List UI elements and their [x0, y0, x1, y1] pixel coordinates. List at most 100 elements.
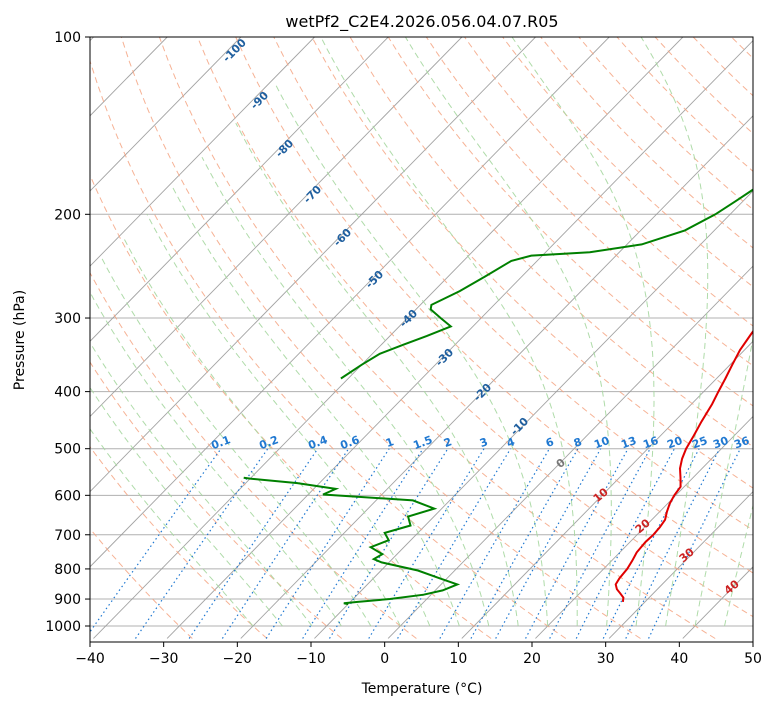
- mixing-ratio-label: 0.1: [209, 433, 232, 452]
- y-tick-label: 700: [54, 528, 81, 544]
- mixing-ratio-line: [188, 448, 319, 639]
- dry-adiabat-line: [770, 37, 775, 639]
- axes: −40 −30 −20 −10 0 10 20 30 40 5010020030040050060…: [45, 30, 762, 667]
- mixing-ratio-label: 30: [711, 434, 730, 452]
- x-tick-label: 20: [523, 651, 541, 667]
- y-axis-label: Pressure (hPa): [12, 290, 28, 390]
- moist-adiabat-line: [201, 156, 490, 627]
- mixing-ratio-label: 1.5: [411, 433, 434, 452]
- dry-adiabat-line: [311, 37, 753, 489]
- moist-adiabat-line: [235, 122, 519, 627]
- isotherm-line: [461, 340, 753, 639]
- isotherm-line: [166, 39, 753, 639]
- mixing-ratio-label: 36: [732, 434, 751, 452]
- dry-adiabat-line: [90, 445, 268, 639]
- dewpoint-profile-upper: [340, 188, 753, 380]
- mixing-ratio-line: [221, 448, 350, 639]
- y-tick-label: 900: [54, 592, 81, 608]
- plot-frame: [89, 36, 754, 643]
- moist-adiabat-line: [146, 214, 431, 627]
- y-tick-label: 500: [54, 442, 81, 458]
- y-tick-label: 300: [54, 311, 81, 327]
- y-tick-label: 600: [54, 488, 81, 504]
- dry-adiabat-line: [120, 37, 641, 639]
- dry-adiabat-line: [197, 37, 753, 618]
- moist-adiabat-line: [320, 37, 578, 627]
- background-lines: [90, 37, 775, 639]
- dry-adiabat-line: [235, 37, 753, 574]
- profile-lines: [243, 188, 753, 606]
- moist-adiabat-line: [511, 37, 655, 627]
- moist-adiabat-line: [274, 83, 549, 627]
- mixing-ratio-label: 4: [505, 435, 517, 450]
- dry-adiabat-line: [90, 59, 567, 639]
- x-tick-label: 40: [670, 651, 688, 667]
- mixing-ratio-line: [368, 448, 485, 639]
- moist-adiabat-line: [123, 238, 401, 627]
- moist-adiabat-line: [90, 341, 313, 627]
- x-tick-label: 0: [380, 651, 389, 667]
- isotherm-line: [90, 37, 242, 192]
- y-tick-label: 200: [54, 207, 81, 223]
- dewpoint-profile-lower: [243, 476, 461, 606]
- moist-adiabat-line: [694, 335, 753, 627]
- dry-adiabat-line: [387, 37, 753, 407]
- dry-adiabat-line: [273, 37, 753, 531]
- mixing-ratio-line: [90, 448, 222, 633]
- isotherm-line: [93, 37, 684, 639]
- mixing-ratio-line: [265, 448, 390, 639]
- isotherm-line: [90, 37, 315, 267]
- moist-adiabat-line: [724, 503, 753, 627]
- mixing-ratio-label: 1: [384, 435, 396, 450]
- temperature-profile: [614, 329, 753, 603]
- mixing-ratio-line: [602, 448, 700, 639]
- isotherm-line: [535, 415, 753, 639]
- moist-adiabat-line: [90, 291, 342, 627]
- mixing-ratio-label: 3: [478, 435, 490, 450]
- isotherm-line: [608, 491, 753, 639]
- x-axis-label: Temperature (°C): [361, 681, 483, 697]
- mixing-ratio-line: [135, 448, 269, 639]
- moist-adiabat-line: [90, 386, 283, 627]
- isotherm-line: [387, 265, 753, 639]
- mixing-ratio-line: [625, 448, 721, 639]
- chart-title: wetPf2_C2E4.2026.056.04.07.R05: [285, 12, 558, 32]
- isotherm-line: [90, 37, 536, 493]
- dry-adiabat-line: [349, 37, 753, 448]
- y-tick-label: 100: [54, 30, 81, 46]
- moist-adiabat-line: [99, 255, 372, 627]
- mixing-ratio-line: [648, 448, 741, 639]
- x-tick-label: 30: [597, 651, 615, 667]
- mixing-ratio-line: [397, 448, 512, 639]
- y-tick-label: 400: [54, 385, 81, 401]
- isotherm-line: [90, 37, 463, 418]
- isotherm-line: [314, 190, 753, 639]
- x-tick-label: 10: [449, 651, 467, 667]
- mixing-ratio-label: 16: [641, 434, 660, 452]
- plot-background: [90, 37, 753, 642]
- x-tick-label: −40: [75, 651, 105, 667]
- y-tick-label: 1000: [45, 619, 81, 635]
- mixing-ratio-label: 0.4: [306, 433, 329, 452]
- x-tick-label: −30: [149, 651, 179, 667]
- mixing-ratio-line: [302, 448, 424, 639]
- mixing-ratio-label: 0.6: [338, 433, 361, 452]
- mixing-ratio-label: 0.2: [257, 433, 280, 452]
- dry-adiabat-line: [90, 271, 417, 639]
- x-tick-label: 50: [744, 651, 762, 667]
- moist-adiabat-line: [640, 37, 709, 627]
- mixing-ratio-label: 20: [665, 434, 684, 452]
- moist-adiabat-line: [90, 428, 254, 627]
- dry-adiabat-line: [90, 173, 492, 639]
- mixing-ratio-line: [495, 448, 602, 639]
- x-tick-label: −10: [296, 651, 326, 667]
- y-tick-label: 800: [54, 562, 81, 578]
- mixing-ratio-label: 13: [619, 434, 638, 451]
- isotherm-line: [90, 37, 389, 342]
- mixing-ratio-label: 2: [442, 435, 454, 450]
- mixing-ratio-label: 10: [592, 434, 611, 452]
- isotherm-line: [90, 37, 610, 568]
- mixing-ratio-label: 8: [572, 435, 584, 450]
